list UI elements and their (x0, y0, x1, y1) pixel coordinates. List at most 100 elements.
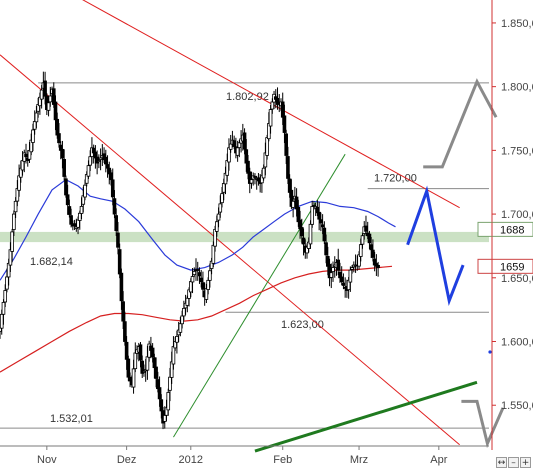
price-tick-label: 1.750,00 (501, 145, 533, 157)
candle-body (123, 321, 127, 342)
price-axis: 1.550,00 1.600,00 1.650,00 1.700,00 1.750,00… (488, 0, 533, 450)
candle-body (317, 211, 321, 220)
candle-body (213, 228, 217, 247)
candle-body (145, 356, 150, 371)
candle-body (154, 366, 158, 379)
candle-body (10, 231, 14, 252)
candle-body (227, 147, 231, 163)
candle-body (197, 272, 202, 277)
candle-body (261, 167, 266, 179)
candle-body (367, 233, 372, 244)
price-badges: 1688 1659 (477, 221, 533, 274)
axis-marker (488, 350, 492, 354)
candle-body (31, 129, 35, 143)
candle-body (211, 244, 216, 264)
candle-body (119, 272, 124, 302)
red-trend-line (82, 0, 460, 209)
support-zone-label: 1.682,14 (30, 256, 73, 268)
price-badge: 1659 (477, 258, 533, 274)
candle-body (220, 193, 224, 204)
candle-body (369, 244, 373, 251)
candle-body (249, 179, 254, 184)
candle-body (88, 156, 92, 166)
zoom-out-button[interactable]: – (508, 457, 519, 468)
candle-body (121, 301, 125, 322)
candle-body (308, 223, 313, 245)
candle-body (341, 282, 346, 286)
price-tick-label: 1.650,00 (501, 273, 533, 285)
scroll-left-button[interactable]: ↔ (496, 457, 507, 468)
candle-body (62, 158, 66, 177)
time-tick-label: 2012 (179, 454, 203, 466)
candle-body (188, 281, 193, 293)
level-label: 1.623,00 (281, 319, 324, 331)
price-tick-label: 1.550,00 (501, 400, 533, 412)
candle-body (166, 392, 171, 411)
candle-body (1, 302, 6, 315)
candle-body (319, 219, 323, 224)
time-tick-label: Mrz (350, 454, 368, 466)
candle-body (232, 140, 236, 147)
candle-body (159, 399, 164, 412)
green-trend-line (173, 153, 346, 438)
candle-body (13, 200, 18, 213)
candle-body (253, 176, 257, 178)
candle-body (117, 249, 122, 275)
candle-body (310, 206, 315, 225)
level-label: 1.532,01 (50, 413, 93, 425)
forecast-gray-path (423, 78, 498, 169)
candle-body (168, 376, 172, 391)
candle-body (32, 121, 37, 130)
candle-body (199, 277, 204, 283)
price-tick-label: 1.850,00 (501, 18, 533, 30)
candle-body (20, 160, 25, 171)
candle-body (376, 264, 380, 268)
candle-body (221, 183, 226, 193)
moving-average-line (0, 178, 396, 281)
candle-body (53, 101, 58, 121)
candle-body (34, 112, 39, 123)
horizontal-levels: 1.802,92 1.720,00 1.623,00 1.532,01 (0, 82, 489, 429)
candle-body (69, 215, 73, 225)
candle-body (348, 269, 353, 283)
candle-body (350, 267, 354, 270)
candle-body (95, 156, 99, 164)
candle-body (204, 288, 209, 300)
zoom-in-button[interactable]: + (520, 457, 531, 468)
time-tick-label: Apr (430, 454, 447, 466)
candle-body (48, 95, 53, 103)
candle-body (60, 148, 65, 159)
candle-body (339, 276, 344, 283)
candle-body (299, 227, 304, 237)
candle-body (268, 109, 273, 127)
candle-body (329, 272, 334, 278)
candle-body (46, 102, 51, 111)
candle-body (105, 164, 110, 169)
moving-average-line (0, 265, 393, 373)
candle-body (190, 276, 195, 283)
candle-body (296, 206, 301, 223)
candle-body (17, 175, 21, 191)
candle-body (133, 352, 138, 370)
forecast-paths (406, 78, 505, 449)
candle-body (98, 157, 103, 160)
candle-body (79, 206, 84, 214)
candle-body (320, 224, 325, 228)
candle-body (206, 279, 210, 290)
candle-body (336, 259, 341, 271)
candle-body (162, 415, 167, 422)
candle-body (192, 271, 197, 276)
candle-body (282, 115, 287, 133)
candle-body (208, 270, 212, 281)
candle-body (3, 290, 8, 303)
candle-body (265, 137, 269, 156)
candle-body (110, 179, 115, 198)
trend-lines (0, 0, 478, 453)
candle-body (280, 101, 285, 118)
support-zone: 1.682,14 (0, 231, 489, 268)
candlesticks (0, 71, 380, 430)
candle-body (114, 215, 119, 232)
level-label: 1.802,92 (226, 91, 269, 103)
candle-body (76, 219, 80, 228)
candle-body (322, 227, 327, 242)
